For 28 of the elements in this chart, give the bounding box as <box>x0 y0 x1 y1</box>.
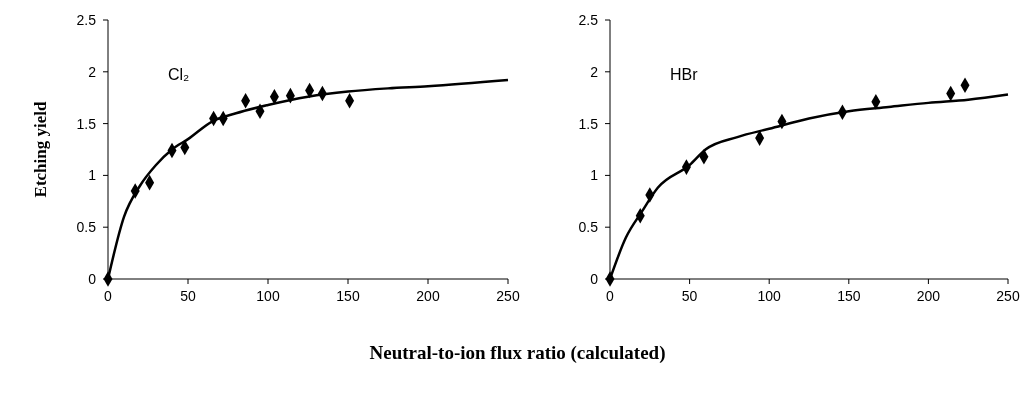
x-axis-title: Neutral-to-ion flux ratio (calculated) <box>369 342 666 364</box>
y-tick-label: 1 <box>590 167 599 184</box>
y-tick-label: 1 <box>88 167 97 184</box>
x-tick-label: 150 <box>837 288 861 304</box>
y-tick-label: 0.5 <box>578 219 599 236</box>
y-tick-label: 2.5 <box>76 11 97 28</box>
y-tick-label: 1.5 <box>578 115 599 132</box>
annotation: HBr <box>670 66 699 83</box>
x-tick-label: 250 <box>996 288 1020 304</box>
y-tick-label: 1.5 <box>76 115 97 132</box>
y-tick-label: 0.5 <box>76 219 97 236</box>
y-tick-label: 0 <box>88 270 97 287</box>
x-tick-label: 100 <box>757 288 782 304</box>
x-tick-label: 50 <box>180 288 196 304</box>
y-tick-label: 2 <box>88 63 97 80</box>
annotation: Cl₂ <box>168 66 190 83</box>
x-tick-label: 0 <box>606 288 615 304</box>
x-tick-label: 0 <box>104 288 113 304</box>
y-tick-label: 2 <box>590 63 599 80</box>
y-axis-title: Etching yield <box>31 101 50 198</box>
x-tick-label: 100 <box>256 288 280 304</box>
x-tick-label: 50 <box>681 288 698 304</box>
x-tick-label: 200 <box>416 288 440 304</box>
y-tick-label: 0 <box>590 270 599 287</box>
x-tick-label: 150 <box>336 288 360 304</box>
x-tick-label: 250 <box>496 288 520 304</box>
x-tick-label: 200 <box>916 288 941 304</box>
y-tick-label: 2.5 <box>578 11 599 28</box>
